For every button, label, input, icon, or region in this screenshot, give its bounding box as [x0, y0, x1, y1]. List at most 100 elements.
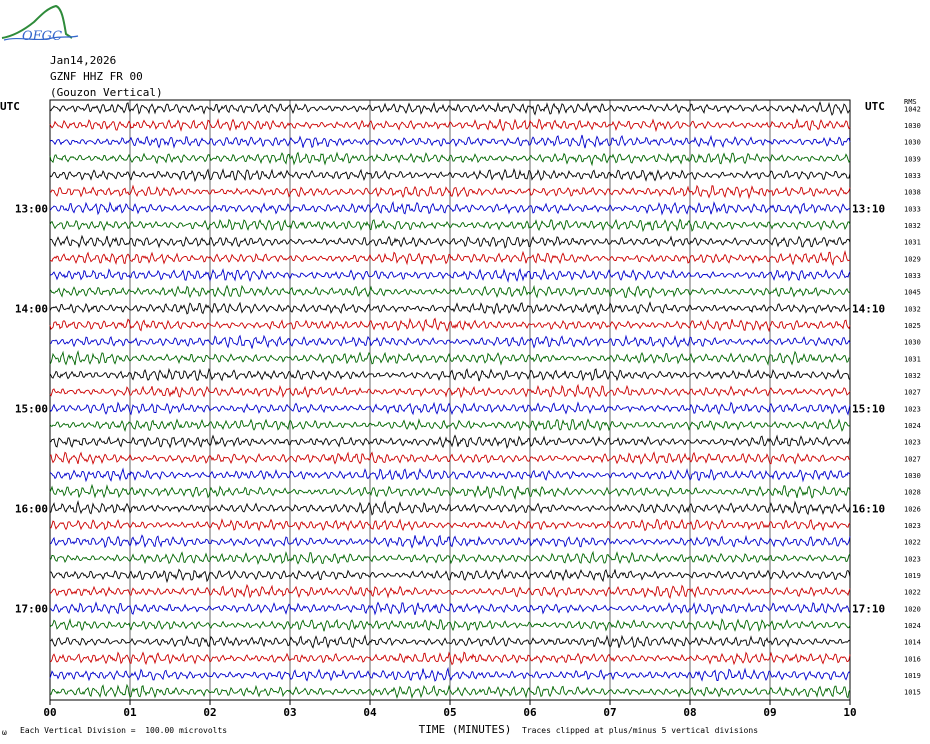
right-time-label: 17:10 [852, 602, 885, 615]
rms-value: 1027 [904, 455, 921, 463]
seismic-trace [49, 218, 851, 233]
left-time-label: 17:00 [15, 602, 48, 615]
x-tick-label: 08 [683, 706, 696, 719]
rms-value: 1024 [904, 622, 921, 630]
rms-value: 1022 [904, 539, 921, 547]
rms-value: 1027 [904, 389, 921, 397]
seismic-trace [49, 334, 851, 349]
record-date: Jan14,2026 [50, 54, 117, 67]
seismic-trace [49, 284, 851, 299]
seismic-trace [49, 250, 851, 267]
logo-mountain-icon [1, 4, 73, 39]
x-tick-label: 10 [843, 706, 856, 719]
seismic-trace [49, 550, 851, 565]
seismic-trace [49, 101, 851, 116]
seismic-trace [49, 267, 851, 283]
seismic-trace [49, 201, 851, 216]
left-time-label: 13:00 [15, 202, 48, 215]
right-time-label: 13:10 [852, 202, 885, 215]
seismic-trace [49, 534, 851, 549]
seismic-trace [49, 499, 851, 516]
rms-value: 1032 [904, 222, 921, 230]
rms-value: 1039 [904, 155, 921, 163]
x-tick-label: 03 [283, 706, 296, 719]
right-utc-label: UTC [865, 100, 885, 113]
seismic-trace [49, 483, 851, 500]
clip-note: Traces clipped at plus/minus 5 vertical … [522, 726, 759, 735]
x-tick-label: 06 [523, 706, 537, 719]
rms-value: 1029 [904, 255, 921, 263]
seismic-trace [49, 134, 851, 149]
rms-value: 1042 [904, 105, 921, 113]
rms-value: 1014 [904, 639, 921, 647]
trace-layer [49, 101, 851, 700]
seismic-trace [49, 518, 851, 532]
rms-value: 1023 [904, 405, 921, 413]
left-utc-label: UTC [0, 100, 20, 113]
x-axis-title: TIME (MINUTES) [419, 723, 512, 736]
x-tick-label: 05 [443, 706, 456, 719]
plot-grid [49, 99, 851, 705]
rms-value: 1028 [904, 489, 921, 497]
seismic-trace [49, 618, 851, 632]
rms-value: 1022 [904, 589, 921, 597]
rms-header: RMS [904, 98, 917, 106]
rms-value: 1033 [904, 205, 921, 213]
seismic-trace [49, 666, 851, 682]
rms-value: 1030 [904, 122, 921, 130]
rms-value: 1015 [904, 689, 921, 697]
station-code: GZNF HHZ FR 00 [50, 70, 143, 83]
left-time-label: 15:00 [15, 402, 48, 415]
left-time-label: 14:00 [15, 302, 48, 315]
rms-value: 1019 [904, 572, 921, 580]
seismic-trace [49, 683, 851, 700]
seismic-trace [49, 301, 851, 316]
rms-value: 1023 [904, 555, 921, 563]
rms-value: 1031 [904, 355, 921, 363]
logo-text: OFGC [22, 29, 62, 44]
seismic-trace [49, 349, 851, 366]
rms-value: 1023 [904, 439, 921, 447]
label-layer: 00 01 02 03 04 05 06 07 08 09 10 1042 1030 1030 1039 10… [15, 105, 921, 719]
seismic-trace [49, 434, 851, 449]
rms-value: 1033 [904, 172, 921, 180]
rms-value: 1026 [904, 505, 921, 513]
seismic-trace [49, 583, 851, 599]
rms-value: 1032 [904, 372, 921, 380]
rms-value: 1030 [904, 339, 921, 347]
seismic-trace [49, 634, 851, 649]
seismic-trace [49, 401, 851, 416]
rms-value: 1020 [904, 605, 921, 613]
right-time-label: 16:10 [852, 502, 885, 515]
right-time-label: 15:10 [852, 402, 885, 415]
x-tick-label: 02 [203, 706, 216, 719]
rms-value: 1038 [904, 189, 921, 197]
seismic-trace [49, 467, 851, 483]
seismic-trace [49, 451, 851, 466]
rms-value: 1031 [904, 239, 921, 247]
seismic-trace [49, 317, 851, 333]
right-time-label: 14:10 [852, 302, 885, 315]
rms-value: 1030 [904, 472, 921, 480]
seismic-trace [49, 418, 851, 432]
scale-note: Each Vertical Division = 100.00 microvol… [20, 726, 228, 735]
rms-value: 1019 [904, 672, 921, 680]
seismic-trace [49, 168, 851, 183]
rms-value: 1045 [904, 289, 921, 297]
seismic-trace [49, 367, 851, 382]
seismic-trace [49, 151, 851, 167]
logo-wave-icon [3, 35, 79, 41]
left-time-label: 16:00 [15, 502, 48, 515]
rms-value: 1033 [904, 272, 921, 280]
seismic-trace [49, 601, 851, 616]
seismic-trace [49, 383, 851, 399]
rms-value: 1023 [904, 522, 921, 530]
footer-mark: ω [2, 728, 7, 737]
rms-value: 1016 [904, 655, 921, 663]
ofgc-logo: OFGC [1, 4, 79, 44]
rms-value: 1025 [904, 322, 921, 330]
seismic-trace [49, 651, 851, 666]
x-tick-label: 09 [763, 706, 776, 719]
x-tick-label: 00 [43, 706, 56, 719]
